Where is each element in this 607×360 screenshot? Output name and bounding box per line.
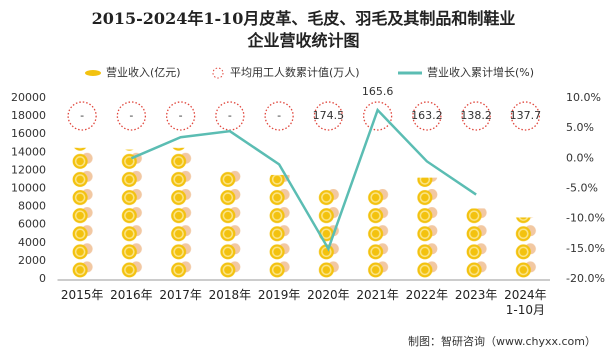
employee-marker [116,101,147,131]
data-label: 163.2 [411,109,443,122]
y-tick-label: 14000 [11,145,46,158]
employee-marker [264,101,294,131]
data-label: 174.5 [313,109,345,122]
data-label: - [277,109,281,122]
data-label: 138.2 [460,109,492,122]
y-tick-label: 10000 [11,182,46,195]
y2-tick-label: 0.0% [566,151,594,164]
employee-marker [412,101,442,131]
bar [353,188,403,279]
chart-title: 2015-2024年1-10月皮革、毛皮、羽毛及其制品和制鞋业 企业营收统计图 [91,9,516,50]
x-tick-label: 2020年 [307,288,350,302]
bar [451,208,501,279]
bar [402,177,452,279]
source: 制图：智研咨询（www.chyxx.com） [408,334,596,348]
y-tick-label: 2000 [18,254,46,267]
employee-marker [67,101,97,131]
employee-marker [313,101,344,131]
y2-tick-label: -10.0% [566,212,605,225]
x-tick-label: 2022年 [405,288,449,302]
x-tick-label: 2017年 [159,288,202,302]
legend-label: 平均用工人数累计值(万人) [230,66,360,79]
line [130,107,477,252]
x-tick-label: 2016年 [110,288,153,302]
legend-label: 营业收入累计增长(%) [427,65,534,79]
legend-swatch [212,67,224,79]
bar [57,147,107,279]
legend-label: 营业收入(亿元) [106,65,181,79]
y-tick-label: 16000 [11,127,46,140]
data-label: - [179,109,183,122]
bar [156,147,206,279]
x-tick-label: 2024年 1-10月 [504,288,547,317]
y2-tick-label: -15.0% [566,242,605,255]
y-tick-label: 20000 [11,91,46,104]
x-tick-label: 2018年 [208,288,252,302]
employee-marker [165,101,196,131]
y2-tick-label: 5.0% [566,121,594,134]
employee-marker [362,101,393,131]
bar [500,217,550,279]
data-label: 165.6 [362,85,394,98]
data-label: - [80,109,84,122]
bar [254,174,304,279]
y-tick-label: 6000 [18,218,46,231]
y-tick-label: 12000 [11,163,46,176]
y2-tick-label: -20.0% [566,272,605,285]
x-tick-label: 2021年 [356,288,399,302]
data-label: 137.7 [510,109,542,122]
data-label: - [228,109,232,122]
x-tick-label: 2015年 [60,288,104,302]
data-label: - [129,109,133,122]
bar [205,170,255,279]
y2-tick-label: -5.0% [566,182,598,195]
y-tick-label: 4000 [18,236,46,249]
y-tick-label: 8000 [18,200,46,213]
bar [106,149,156,279]
employee-marker [461,101,491,131]
y-tick-label: 18000 [11,109,46,122]
y2-tick-label: 10.0% [566,91,601,104]
x-tick-label: 2023年 [454,288,498,302]
x-tick-label: 2019年 [257,288,301,302]
employee-marker [510,101,541,131]
y-tick-label: 0 [39,272,46,285]
legend-swatch [85,70,101,76]
